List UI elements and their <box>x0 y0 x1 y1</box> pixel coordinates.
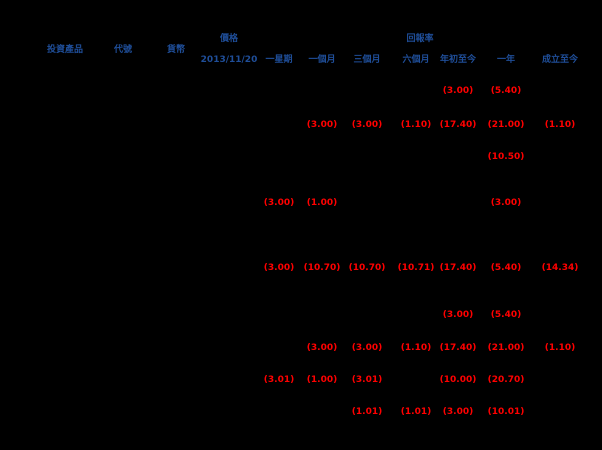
table-cell-3m: (1.01) <box>351 407 383 417</box>
column-header-product: 投資產品 <box>46 45 84 55</box>
table-cell-6m: (10.71) <box>397 263 435 273</box>
column-header-since-inception: 成立至今 <box>541 55 579 65</box>
table-cell-ytd: (3.00) <box>442 407 474 417</box>
table-cell-1w: (3.00) <box>263 263 295 273</box>
column-header-1m: 一個月 <box>308 55 336 65</box>
table-cell-1m: (10.70) <box>303 263 341 273</box>
table-cell-since-inception: (1.10) <box>544 120 576 130</box>
table-cell-1m: (3.00) <box>306 120 338 130</box>
column-header-3m: 三個月 <box>353 55 381 65</box>
table-cell-1m: (1.00) <box>306 198 338 208</box>
table-cell-6m: (1.10) <box>400 120 432 130</box>
column-header-currency: 貨幣 <box>166 45 186 55</box>
table-cell-ytd: (10.00) <box>439 375 477 385</box>
table-cell-3m: (3.00) <box>351 120 383 130</box>
table-cell-since-inception: (14.34) <box>541 263 579 273</box>
table-cell-3m: (10.70) <box>348 263 386 273</box>
table-cell-1y: (5.40) <box>490 86 522 96</box>
table-cell-1y: (3.00) <box>490 198 522 208</box>
table-cell-ytd: (17.40) <box>439 120 477 130</box>
table-cell-1y: (5.40) <box>490 263 522 273</box>
table-cell-3m: (3.00) <box>351 343 383 353</box>
column-header-ytd: 年初至今 <box>439 55 477 65</box>
table-cell-1y: (20.70) <box>487 375 525 385</box>
column-header-code: 代號 <box>113 45 133 55</box>
table-cell-1y: (10.01) <box>487 407 525 417</box>
table-cell-1y: (10.50) <box>487 152 525 162</box>
table-cell-ytd: (17.40) <box>439 343 477 353</box>
table-cell-ytd: (3.00) <box>442 86 474 96</box>
column-header-1w: 一星期 <box>265 55 293 65</box>
table-cell-1y: (5.40) <box>490 310 522 320</box>
column-header-1y: 一年 <box>496 55 516 65</box>
table-cell-6m: (1.01) <box>400 407 432 417</box>
table-cell-ytd: (17.40) <box>439 263 477 273</box>
table-cell-1w: (3.00) <box>263 198 295 208</box>
table-cell-1y: (21.00) <box>487 120 525 130</box>
table-cell-since-inception: (1.10) <box>544 343 576 353</box>
table-cell-1m: (3.00) <box>306 343 338 353</box>
table-cell-ytd: (3.00) <box>442 310 474 320</box>
table-cell-1y: (21.00) <box>487 343 525 353</box>
column-header-6m: 六個月 <box>402 55 430 65</box>
table-cell-1w: (3.01) <box>263 375 295 385</box>
price-group-title: 價格 <box>219 34 239 44</box>
table-cell-6m: (1.10) <box>400 343 432 353</box>
table-cell-3m: (3.01) <box>351 375 383 385</box>
price-date: 2013/11/20 <box>200 55 258 65</box>
table-cell-1m: (1.00) <box>306 375 338 385</box>
return-group-title: 回報率 <box>406 34 434 44</box>
